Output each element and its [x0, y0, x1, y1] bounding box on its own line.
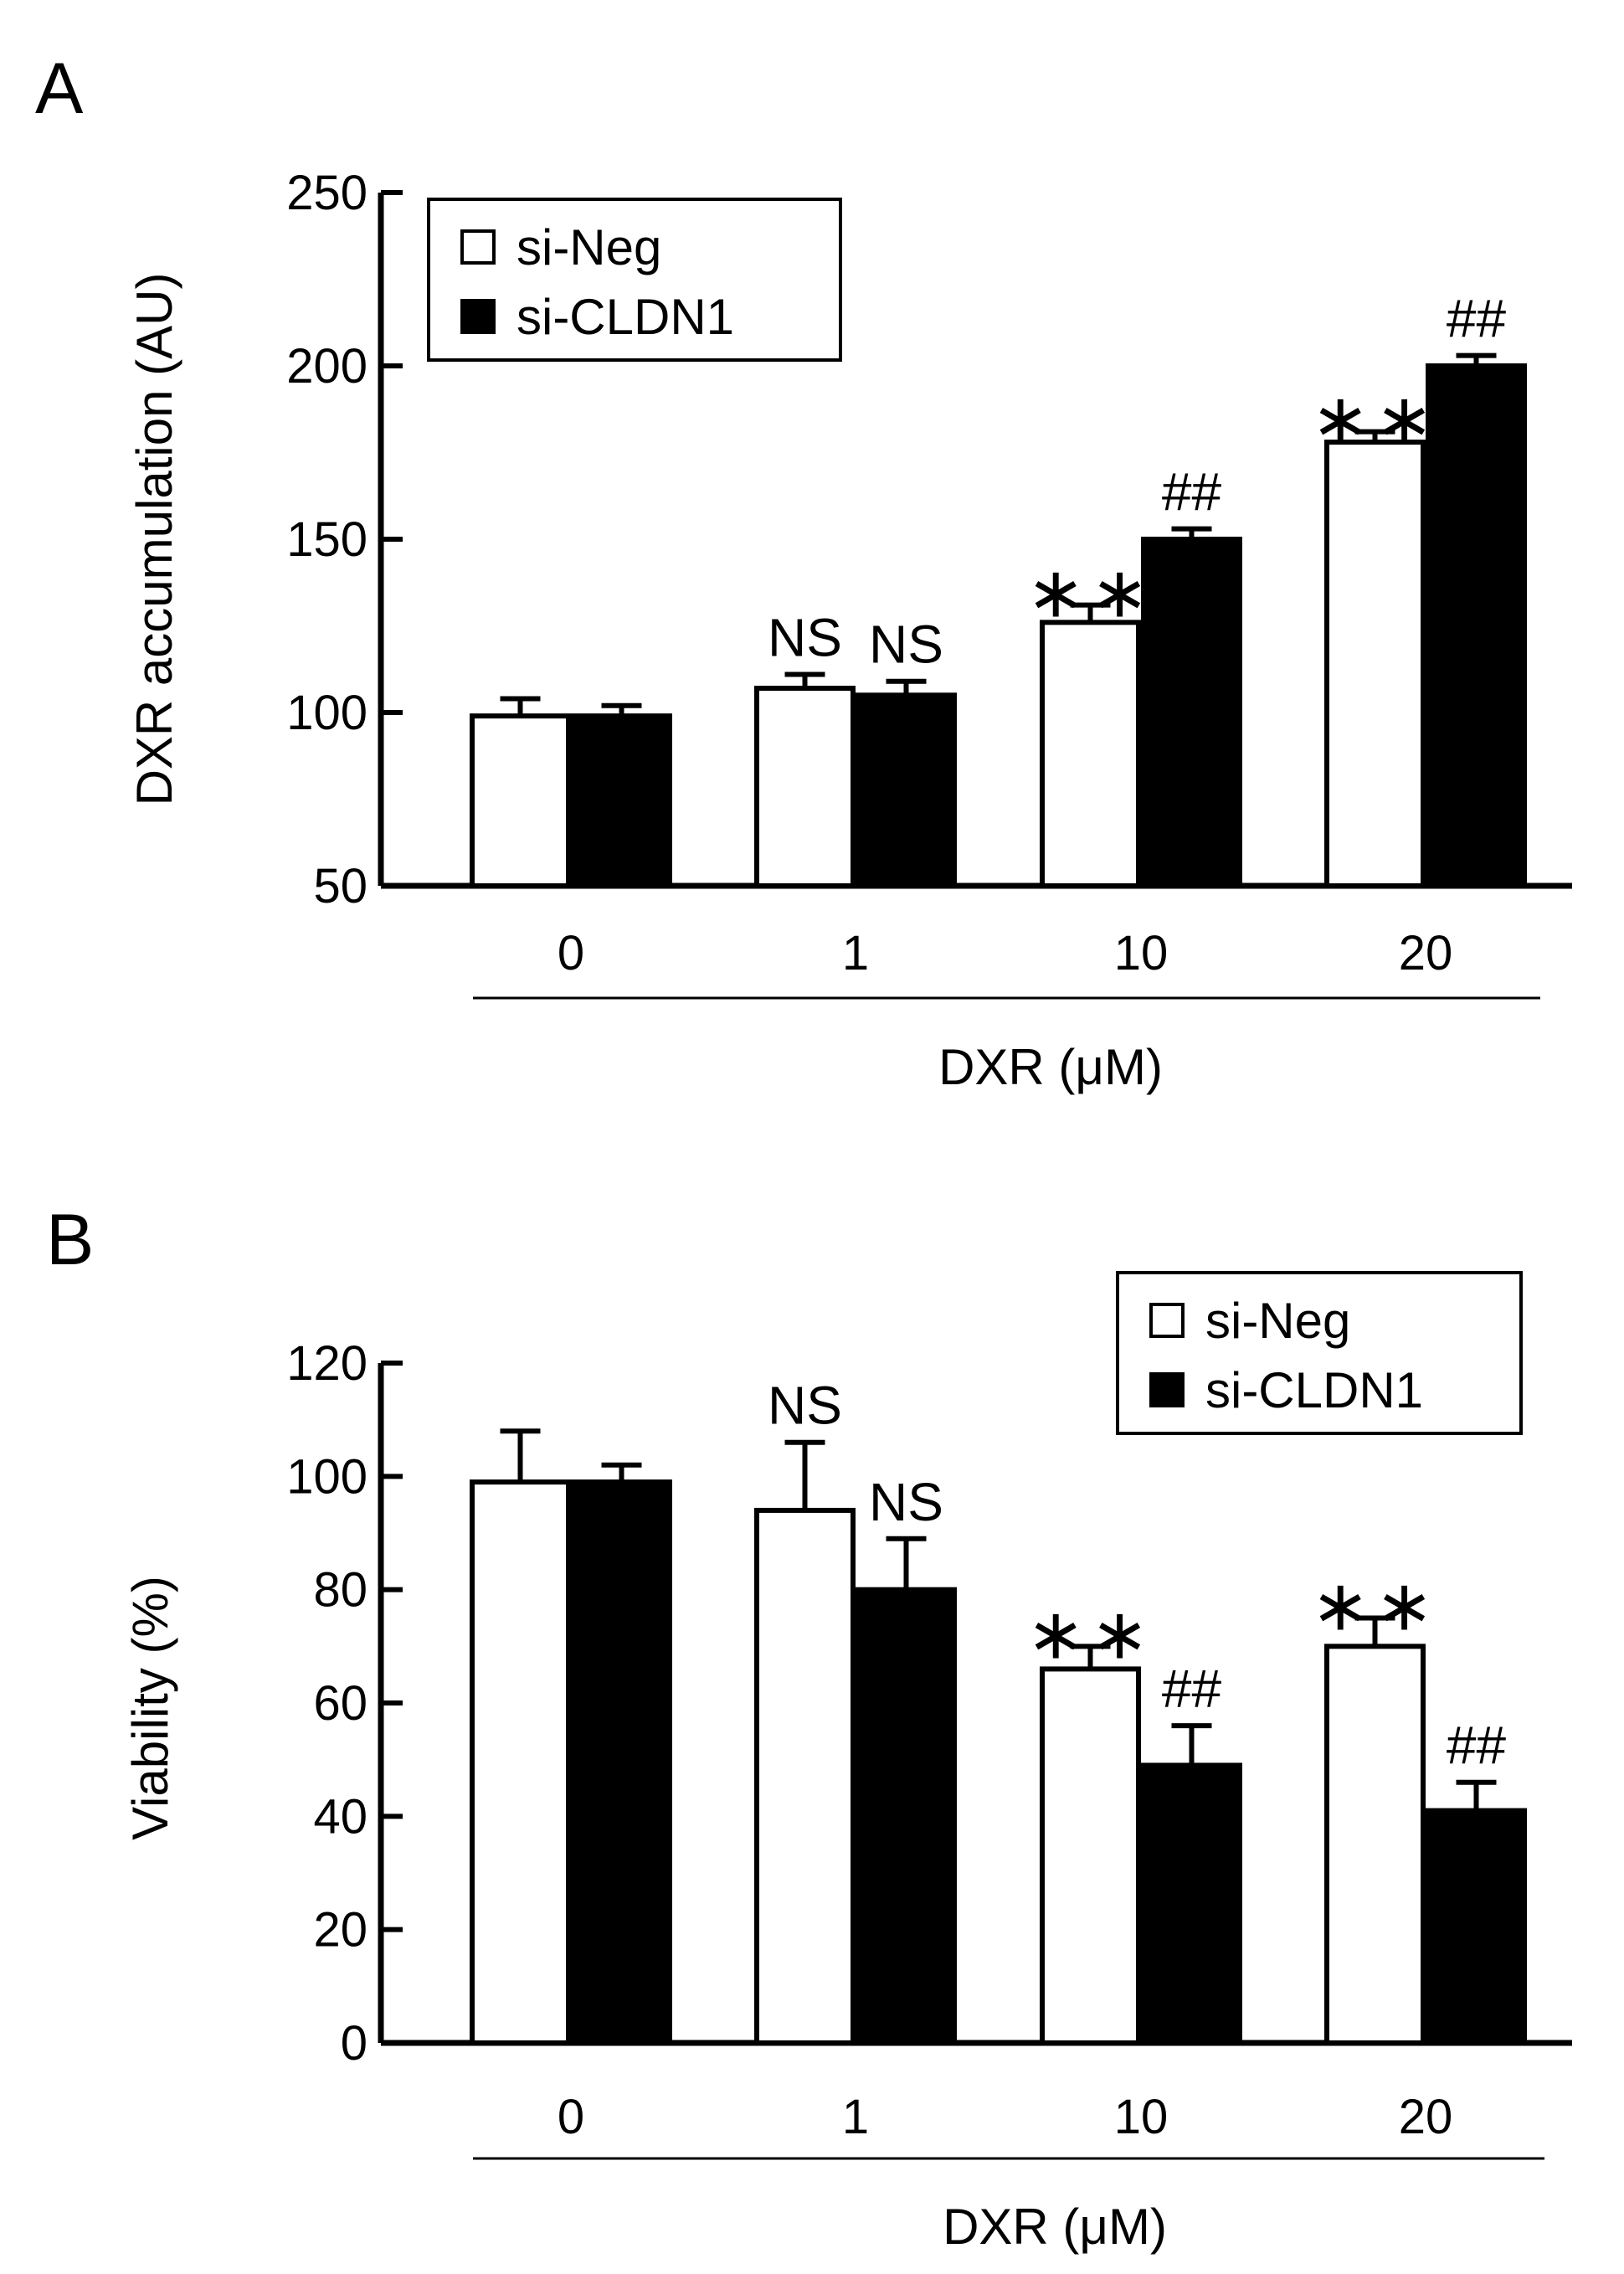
x-axis-title: DXR (μM) [943, 2199, 1167, 2255]
significance-label: NS [768, 1376, 842, 1436]
significance-label: ## [1162, 1659, 1222, 1719]
x-tick-label: 20 [1399, 2090, 1453, 2144]
bar-si-neg-10 [1040, 620, 1141, 888]
x-tick-label: 0 [558, 2090, 584, 2144]
y-tick-label: 0 [341, 2016, 367, 2071]
y-tick-label: 150 [286, 512, 367, 567]
panel-a: A 50 100 150 200 250 DXR accumulation (AU) 0 NS N… [35, 49, 1572, 1095]
legend-swatch [460, 299, 496, 334]
significance-label: NS [869, 1472, 943, 1532]
legend-label: si-CLDN1 [1205, 1362, 1423, 1418]
legend: si-Neg si-CLDN1 [427, 198, 842, 362]
bar-si-neg-1 [754, 1507, 856, 2045]
legend-label: si-CLDN1 [516, 289, 734, 345]
panel-label: A [35, 49, 84, 129]
bar-si-neg-20 [1324, 1644, 1426, 2046]
legend-label: si-Neg [1205, 1293, 1350, 1349]
significance-label: ## [1162, 462, 1222, 522]
y-tick-label: 100 [286, 1449, 367, 1504]
x-tick-label: 0 [558, 926, 584, 980]
bar-si-cldn1-10 [1141, 537, 1242, 888]
x-axis-title: DXR (μM) [938, 1039, 1163, 1095]
y-tick-label: 250 [286, 166, 367, 220]
x-tick-label: 20 [1399, 926, 1453, 980]
bar-si-neg-0 [470, 1479, 571, 2045]
y-tick-label: 20 [313, 1903, 367, 1958]
panel-label: B [46, 1200, 94, 1280]
y-tick-label: 120 [286, 1336, 367, 1391]
bar-si-cldn1-0 [571, 1479, 672, 2045]
y-axis-title: Viability (%) [122, 1576, 178, 1840]
x-tick-label: 1 [842, 926, 869, 980]
bar-si-neg-10 [1040, 1666, 1141, 2046]
bar-si-cldn1-20 [1426, 1808, 1527, 2045]
bar-si-neg-20 [1324, 440, 1426, 888]
bar-si-cldn1-10 [1141, 1762, 1242, 2046]
legend: si-Neg si-CLDN1 [1116, 1271, 1523, 1435]
significance-label: ∗∗ [1311, 380, 1439, 459]
legend-swatch [1149, 1372, 1185, 1407]
bar-si-neg-1 [754, 686, 856, 889]
y-axis-title: DXR accumulation (AU) [126, 273, 182, 806]
bar-si-neg-0 [470, 713, 571, 889]
legend-swatch [1149, 1303, 1185, 1338]
bar-si-cldn1-0 [571, 713, 672, 889]
legend-label: si-Neg [516, 219, 661, 275]
significance-label: ## [1447, 1716, 1507, 1776]
significance-label: ∗∗ [1026, 1594, 1154, 1673]
significance-label: ∗∗ [1311, 1567, 1439, 1645]
bar-si-cldn1-20 [1426, 363, 1527, 888]
significance-label: NS [869, 615, 943, 675]
y-tick-label: 200 [286, 339, 367, 394]
significance-label: ## [1447, 289, 1507, 349]
legend-box [1116, 1271, 1523, 1435]
y-tick-label: 50 [313, 859, 367, 913]
y-tick-label: 80 [313, 1563, 367, 1618]
x-tick-label: 1 [842, 2090, 869, 2144]
y-tick-label: 40 [313, 1789, 367, 1844]
y-tick-label: 100 [286, 686, 367, 740]
x-tick-label: 10 [1114, 2090, 1169, 2144]
x-tick-label: 10 [1114, 926, 1169, 980]
significance-label: ∗∗ [1026, 553, 1154, 632]
significance-label: NS [768, 607, 842, 667]
legend-box [427, 198, 842, 362]
bar-si-cldn1-1 [856, 692, 957, 888]
y-tick-label: 60 [313, 1676, 367, 1731]
legend-swatch [460, 229, 496, 265]
bar-si-cldn1-1 [856, 1587, 957, 2045]
